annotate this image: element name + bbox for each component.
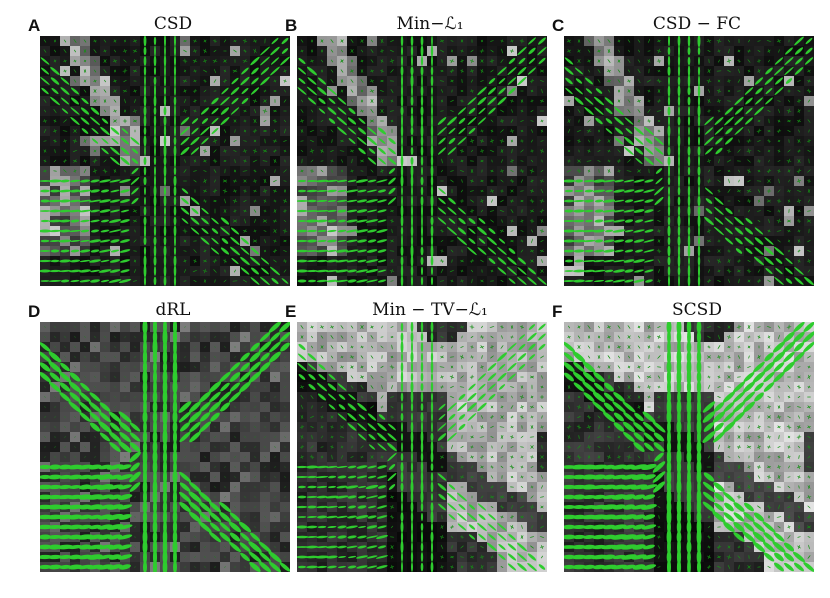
panel-a: A CSD: [28, 12, 298, 302]
glyph-svg: [564, 322, 814, 572]
glyph-svg: [297, 36, 547, 286]
fodf-glyphs: [297, 36, 547, 286]
glyph-svg: [297, 322, 547, 572]
panel-f: F SCSD: [552, 298, 822, 588]
fodf-glyph-image: [40, 36, 290, 286]
panel-letter: D: [28, 302, 41, 321]
glyph-svg: [40, 322, 290, 572]
panel-e: E Min − TV−ℒ₁: [285, 298, 555, 588]
fodf-glyph-image: [297, 322, 547, 572]
glyph-svg: [40, 36, 290, 286]
fodf-glyphs: [40, 322, 290, 572]
panel-title: SCSD: [672, 300, 722, 320]
panel-title: CSD − FC: [652, 14, 742, 34]
panel-title: dRL: [155, 300, 191, 320]
fodf-glyph-image: [297, 36, 547, 286]
panel-letter: B: [285, 16, 298, 35]
panel-letter: E: [285, 302, 297, 321]
panel-title: Min−ℒ₁: [396, 14, 464, 34]
fodf-glyph-image: [564, 36, 814, 286]
panel-letter: C: [552, 16, 565, 35]
fodf-glyphs: [564, 36, 814, 286]
panel-title: Min − TV−ℒ₁: [372, 300, 488, 320]
fodf-glyphs: [564, 322, 814, 572]
panel-c: C CSD − FC: [552, 12, 822, 302]
panel-letter: F: [552, 302, 563, 321]
panel-title: CSD: [153, 14, 193, 34]
panel-b: B Min−ℒ₁: [285, 12, 555, 302]
panel-d: D dRL: [28, 298, 298, 588]
panel-letter: A: [28, 16, 41, 35]
fodf-glyphs: [297, 322, 546, 572]
glyph-svg: [564, 36, 814, 286]
fodf-glyph-image: [564, 322, 814, 572]
fodf-glyphs: [40, 36, 290, 286]
fodf-glyph-image: [40, 322, 290, 572]
